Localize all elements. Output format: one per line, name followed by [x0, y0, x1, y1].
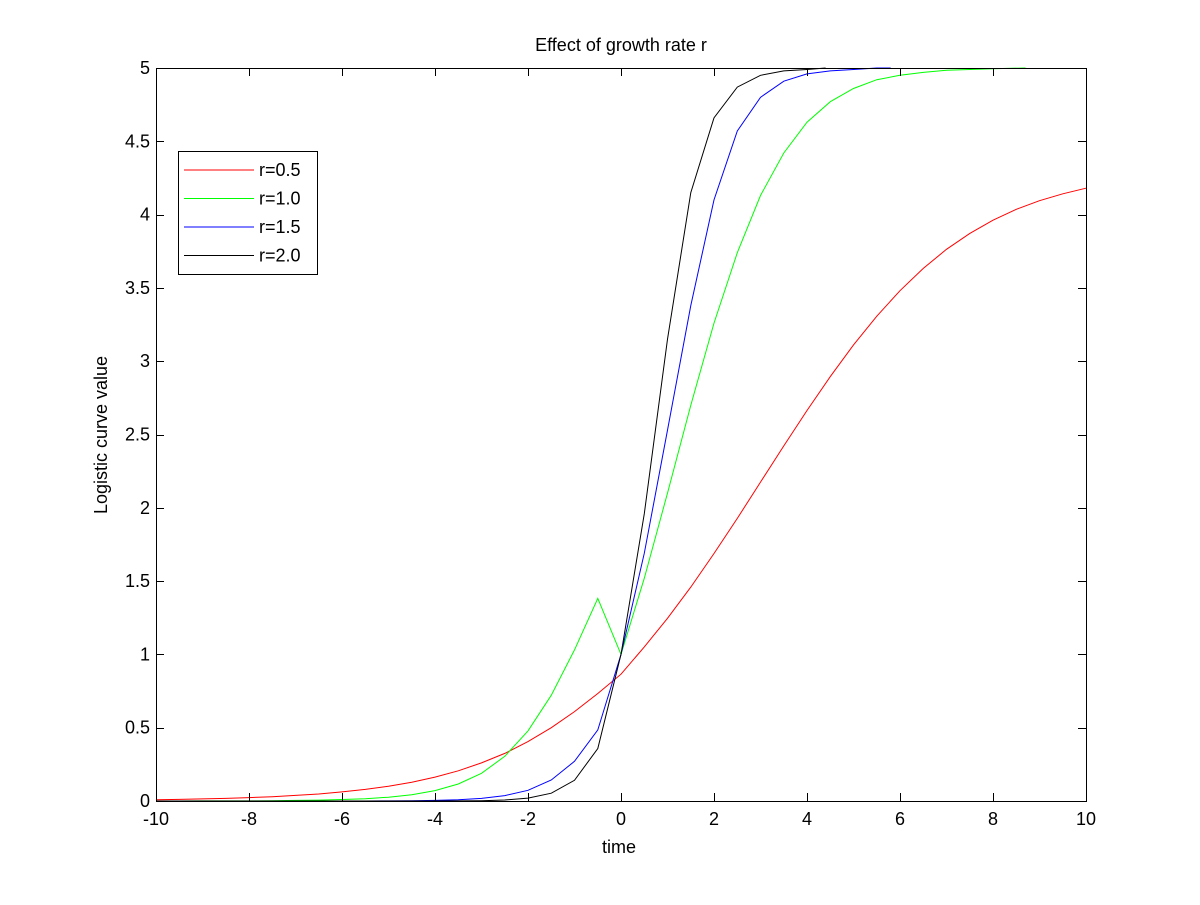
y-tick-label: 0: [140, 791, 150, 811]
x-tick-label: -8: [241, 809, 257, 829]
x-tick-label: 2: [709, 809, 719, 829]
x-tick-label: -4: [427, 809, 443, 829]
y-tick-label: 2.5: [125, 425, 150, 445]
legend: r=0.5 r=1.0 r=1.5 r=2.0: [178, 151, 318, 275]
y-tick-label: 4.5: [125, 131, 150, 151]
y-axis-label: Logistic curve value: [91, 356, 111, 514]
legend-items: r=0.5 r=1.0 r=1.5 r=2.0: [184, 160, 301, 266]
legend-label-4: r=2.0: [259, 246, 301, 266]
y-tick-label: 2: [140, 498, 150, 518]
legend-label-3: r=1.5: [259, 217, 301, 237]
y-tick-label: 3: [140, 351, 150, 371]
series-line-2: [156, 67, 1026, 802]
y-tick-label: 1.5: [125, 571, 150, 591]
x-tick-label: 6: [895, 809, 905, 829]
series-line-1: [155, 187, 1087, 801]
legend-box: [178, 151, 318, 275]
x-tick-label: 10: [1076, 809, 1096, 829]
legend-label-1: r=0.5: [259, 160, 301, 180]
y-tick-label: 0.5: [125, 718, 150, 738]
x-tick-label: -10: [143, 809, 169, 829]
y-tick-label: 1: [140, 644, 150, 664]
axis-layer: -10 -8 -6 -4 -2 0 2 4 6 8 10 0 0.5 1 1.5 2 2.5 3 3.5 4 4.5 5: [125, 58, 1096, 829]
x-tick-label: -2: [520, 809, 536, 829]
x-tick-label: 8: [988, 809, 998, 829]
y-tick-label: 3.5: [125, 278, 150, 298]
x-tick-label: 4: [802, 809, 812, 829]
chart-title: Effect of growth rate r: [535, 35, 707, 55]
legend-label-2: r=1.0: [259, 189, 301, 209]
x-axis-label: time: [602, 837, 636, 857]
y-tick-label: 4: [140, 205, 150, 225]
y-tick-label: 5: [140, 58, 150, 78]
x-tick-label: 0: [616, 809, 626, 829]
x-tick-label: -6: [334, 809, 350, 829]
